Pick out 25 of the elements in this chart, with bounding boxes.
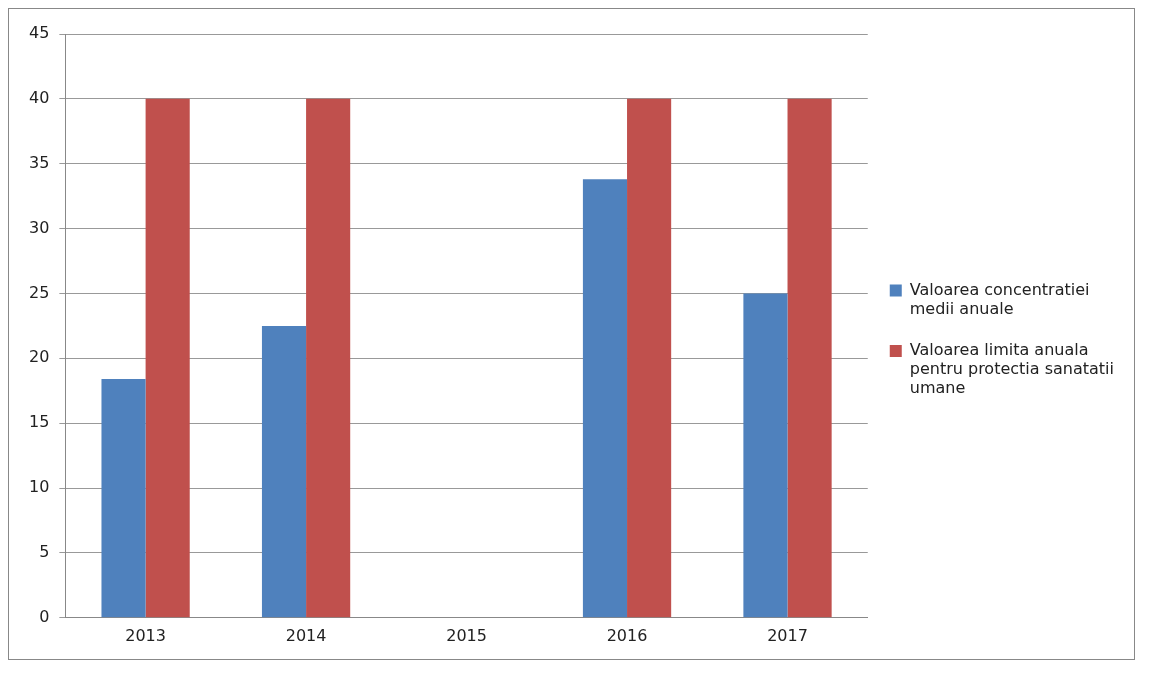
- bar: [582, 179, 628, 618]
- x-tick-label: 2016: [606, 625, 648, 645]
- y-tick-label: 15: [29, 412, 50, 432]
- x-tick-label: 2017: [767, 625, 808, 645]
- legend-label: Valoarea concentratiei medii anuale: [909, 279, 1090, 318]
- bar: [261, 325, 307, 618]
- bar: [627, 98, 672, 618]
- bar: [306, 98, 351, 618]
- y-tick-label: 5: [39, 542, 50, 562]
- bar: [743, 293, 788, 618]
- y-tick-label: 25: [29, 282, 50, 302]
- y-tick-label: 35: [29, 152, 50, 172]
- bar: [145, 98, 190, 618]
- x-tick-label: 2015: [446, 625, 487, 645]
- y-tick-label: 40: [29, 88, 50, 108]
- y-tick-label: 20: [29, 347, 50, 367]
- y-tick-label: 30: [29, 217, 50, 237]
- y-tick-label: 10: [29, 477, 50, 497]
- y-tick-label: 45: [29, 23, 50, 43]
- legend-label: Valoarea limita anuala pentru protectia sanatatii umane: [909, 340, 1115, 398]
- bar: [787, 98, 832, 618]
- bar: [101, 379, 146, 618]
- x-tick-label: 2014: [285, 625, 327, 645]
- y-tick-label: 0: [39, 606, 50, 626]
- x-tick-label: 2013: [125, 625, 166, 645]
